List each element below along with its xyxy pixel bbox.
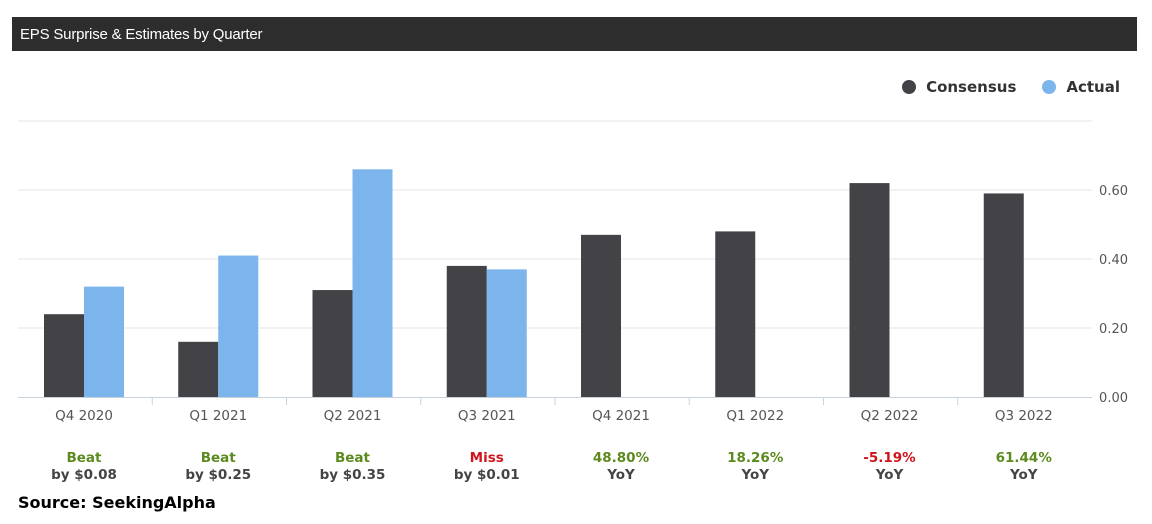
- bar-consensus-0: [44, 314, 84, 397]
- chart-title: EPS Surprise & Estimates by Quarter: [20, 26, 263, 43]
- surprise-result-1: Beat by $0.25: [158, 450, 278, 484]
- x-tick-label-1: Q1 2021: [189, 408, 247, 424]
- surprise-result-detail: YoY: [1009, 467, 1038, 483]
- x-tick-label-4: Q4 2021: [592, 408, 650, 424]
- surprise-result-5: 18.26% YoY: [695, 450, 815, 484]
- legend-item-consensus[interactable]: Consensus: [902, 78, 1016, 96]
- bar-actual-1: [218, 255, 259, 397]
- surprise-result-detail: YoY: [875, 467, 904, 483]
- surprise-result-4: 48.80% YoY: [561, 450, 681, 484]
- legend-actual-label: Actual: [1066, 78, 1120, 96]
- surprise-result-detail: by $0.08: [51, 467, 117, 483]
- bar-consensus-6: [849, 183, 890, 397]
- x-tick-label-3: Q3 2021: [458, 408, 516, 424]
- bar-consensus-3: [446, 265, 487, 397]
- surprise-result-7: 61.44% YoY: [964, 450, 1084, 484]
- bar-actual-3: [486, 269, 527, 397]
- surprise-result-status: 61.44%: [995, 450, 1052, 466]
- bar-consensus-5: [715, 231, 756, 397]
- chart-header: EPS Surprise & Estimates by Quarter: [12, 17, 1137, 51]
- source-note: Source: SeekingAlpha: [18, 493, 216, 512]
- surprise-result-status: Miss: [469, 450, 504, 466]
- bar-consensus-7: [983, 193, 1024, 397]
- surprise-result-status: Beat: [334, 450, 370, 466]
- surprise-result-3: Miss by $0.01: [427, 450, 547, 484]
- legend-consensus-label: Consensus: [926, 78, 1017, 96]
- bar-actual-0: [84, 286, 124, 397]
- x-tick-label-6: Q2 2022: [861, 408, 919, 424]
- surprise-result-0: Beat by $0.08: [24, 450, 144, 484]
- surprise-result-6: -5.19% YoY: [830, 450, 950, 484]
- surprise-result-status: Beat: [200, 450, 236, 466]
- bar-consensus-4: [581, 234, 621, 397]
- x-tick-label-2: Q2 2021: [324, 408, 382, 424]
- bar-consensus-2: [312, 290, 353, 397]
- x-tick-label-7: Q3 2022: [995, 408, 1053, 424]
- legend-actual-dot: [1042, 80, 1057, 94]
- x-tick-label-5: Q1 2022: [726, 408, 784, 424]
- surprise-result-detail: by $0.01: [453, 467, 520, 483]
- surprise-result-detail: YoY: [741, 467, 770, 483]
- y-tick-label-3: 0.60: [1099, 184, 1128, 199]
- bar-actual-2: [352, 169, 393, 397]
- surprise-result-status: -5.19%: [863, 450, 916, 466]
- surprise-result-detail: by $0.35: [319, 467, 386, 483]
- surprise-result-status: Beat: [66, 450, 102, 466]
- y-tick-label-2: 0.40: [1099, 253, 1128, 268]
- surprise-result-detail: YoY: [607, 467, 635, 483]
- surprise-result-2: Beat by $0.35: [293, 450, 413, 484]
- y-tick-label-1: 0.20: [1099, 322, 1128, 337]
- legend: Consensus Actual: [876, 78, 1120, 96]
- surprise-result-status: 48.80%: [592, 450, 650, 466]
- x-tick-label-0: Q4 2020: [55, 408, 113, 424]
- legend-consensus-dot: [902, 80, 917, 94]
- bar-consensus-1: [178, 341, 219, 397]
- y-tick-label-0: 0.00: [1099, 391, 1128, 406]
- surprise-result-status: 18.26%: [727, 450, 784, 466]
- surprise-result-detail: by $0.25: [185, 467, 252, 483]
- legend-item-actual[interactable]: Actual: [1042, 78, 1120, 96]
